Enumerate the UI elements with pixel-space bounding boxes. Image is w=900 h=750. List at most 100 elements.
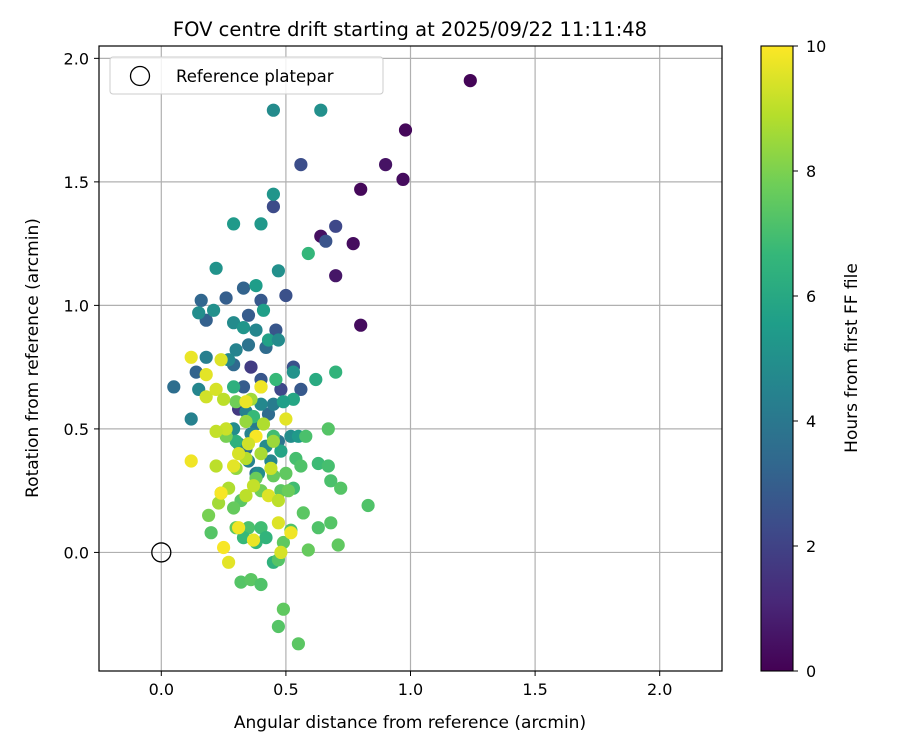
data-point [261, 407, 276, 421]
data-point [227, 316, 241, 330]
data-point [279, 288, 293, 303]
data-point [311, 521, 325, 535]
x-tick-label: 1.0 [398, 680, 423, 699]
data-point [212, 496, 226, 510]
data-point [279, 412, 293, 426]
data-point [274, 382, 288, 396]
data-point [463, 74, 477, 88]
data-point [246, 479, 261, 493]
data-point [266, 434, 280, 448]
colorbar: 0 2 4 6 8 10 Hours from first FF file [760, 37, 862, 681]
data-point [324, 516, 338, 530]
data-point [379, 158, 393, 172]
data-point [199, 350, 213, 364]
data-point [209, 424, 223, 438]
data-point [229, 434, 243, 448]
data-point [194, 293, 208, 307]
data-point [294, 382, 308, 396]
data-point [229, 395, 243, 409]
data-point [269, 323, 283, 337]
data-point [266, 187, 280, 201]
grid [99, 46, 722, 671]
data-point [232, 447, 246, 461]
data-point [271, 619, 285, 634]
data-point [319, 234, 333, 248]
data-point [301, 543, 315, 557]
data-point [346, 237, 360, 251]
data-point [209, 261, 223, 275]
colorbar-tick-label: 8 [806, 162, 816, 181]
data-point [246, 533, 261, 547]
data-point [167, 380, 181, 394]
data-point [361, 498, 375, 513]
data-point [241, 308, 256, 322]
data-point [266, 397, 280, 411]
data-point [241, 338, 256, 352]
data-point [204, 526, 218, 540]
data-point [236, 321, 251, 335]
legend-label: Reference platepar [176, 67, 334, 86]
data-point [227, 380, 241, 394]
data-point [301, 246, 315, 261]
colorbar-label: Hours from first FF file [842, 263, 862, 453]
data-point [232, 521, 246, 535]
data-point [239, 489, 253, 503]
data-point [219, 291, 233, 305]
data-point [199, 368, 213, 382]
legend-marker-icon [129, 65, 151, 87]
data-point [271, 333, 285, 347]
legend: Reference platepar [109, 56, 384, 95]
x-tick-label: 1.5 [522, 680, 547, 699]
data-point [254, 397, 268, 411]
data-point [274, 444, 288, 458]
data-point [189, 365, 203, 379]
data-point [296, 506, 310, 520]
x-tick-label: 2.0 [647, 680, 672, 699]
data-point [271, 493, 285, 508]
data-point [279, 466, 293, 480]
data-point [259, 531, 273, 545]
data-point [227, 459, 241, 473]
colorbar-tick-label: 6 [806, 287, 816, 306]
data-point [286, 365, 300, 379]
colorbar-tick-label: 0 [806, 662, 816, 681]
data-point [276, 535, 290, 550]
x-tick-label: 0.0 [149, 680, 174, 699]
data-point [294, 158, 308, 172]
data-point [199, 390, 213, 404]
data-point [354, 318, 368, 332]
data-point [217, 392, 231, 406]
data-point [254, 217, 268, 231]
data-point [324, 474, 338, 488]
data-point [281, 484, 295, 498]
data-point [227, 217, 241, 231]
data-point [214, 486, 228, 500]
data-point [276, 602, 290, 616]
y-tick-label: 0.5 [64, 420, 89, 439]
data-point [244, 360, 258, 374]
data-point [184, 454, 198, 468]
data-point [229, 343, 243, 357]
data-point [261, 333, 276, 347]
data-point [264, 461, 278, 475]
data-point [329, 365, 343, 379]
data-point [329, 269, 343, 283]
data-point [241, 437, 256, 451]
data-point [321, 422, 335, 436]
data-point [254, 521, 268, 535]
data-point [241, 521, 256, 535]
colorbar-gradient [761, 46, 793, 671]
data-point [274, 545, 288, 560]
data-point [254, 380, 268, 394]
data-point [227, 501, 241, 515]
data-point [184, 412, 198, 426]
data-point [276, 395, 290, 409]
data-points [151, 74, 477, 651]
data-point [217, 540, 231, 555]
axis-ticks: 0.0 0.5 1.0 1.5 2.0 0.0 0.5 1.0 1.5 2.0 [64, 49, 673, 699]
data-point [266, 103, 280, 117]
colorbar-tick-label: 10 [806, 37, 826, 56]
reference-marker [151, 542, 172, 563]
colorbar-ticks: 0 2 4 6 8 10 [793, 37, 826, 681]
